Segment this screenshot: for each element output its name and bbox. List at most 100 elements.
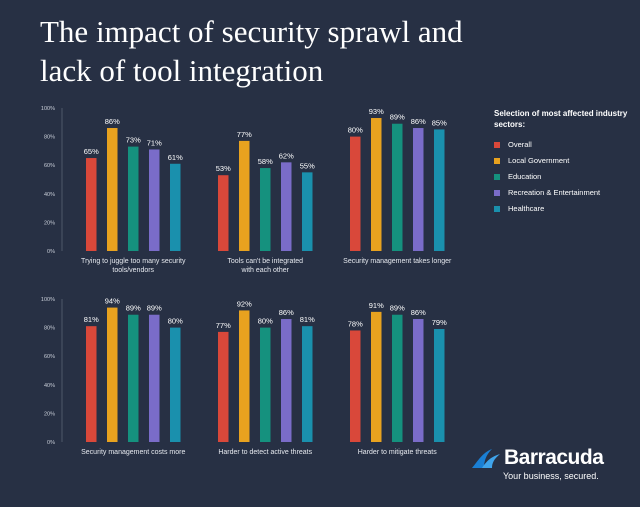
brand-name: Barracuda bbox=[504, 446, 604, 469]
bar bbox=[281, 162, 292, 251]
bar-value-label: 91% bbox=[369, 301, 384, 310]
legend-label: Healthcare bbox=[508, 204, 545, 213]
bar bbox=[392, 314, 403, 442]
bar-value-label: 94% bbox=[105, 297, 120, 306]
bar bbox=[434, 129, 445, 251]
category-label: Trying to juggle too many security bbox=[81, 258, 186, 265]
bar-value-label: 89% bbox=[147, 304, 162, 313]
bar-value-label: 86% bbox=[105, 117, 120, 126]
legend-swatch bbox=[494, 141, 500, 148]
bar bbox=[128, 146, 139, 251]
category-label: Security management takes longer bbox=[343, 258, 452, 265]
category-label: Harder to mitigate threats bbox=[358, 449, 437, 456]
legend-item-healthcare: Healthcare bbox=[494, 203, 634, 214]
bar-value-label: 61% bbox=[168, 153, 183, 162]
bar bbox=[170, 327, 181, 442]
bar-value-label: 65% bbox=[84, 147, 99, 156]
bar-value-label: 85% bbox=[432, 118, 447, 127]
legend-label: Education bbox=[508, 172, 542, 181]
barracuda-wave-icon bbox=[472, 449, 500, 468]
bar-value-label: 77% bbox=[237, 130, 252, 139]
bar-value-label: 93% bbox=[369, 107, 384, 116]
bar bbox=[260, 327, 271, 442]
chart-title-line-1: The impact of security sprawl and bbox=[40, 14, 463, 49]
legend-item-overall: Overall bbox=[494, 139, 634, 150]
y-tick-label: 80% bbox=[44, 135, 55, 141]
bar-value-label: 86% bbox=[411, 117, 426, 126]
legend-swatch bbox=[494, 173, 500, 180]
bar bbox=[392, 123, 403, 251]
legend-label: Overall bbox=[508, 140, 532, 149]
bar-value-label: 80% bbox=[258, 317, 273, 326]
bar bbox=[170, 163, 181, 251]
bar bbox=[128, 314, 139, 442]
chart-title: The impact of security sprawl and lack o… bbox=[40, 12, 600, 90]
category-label: tools/vendors bbox=[112, 267, 154, 274]
bar-value-label: 80% bbox=[168, 317, 183, 326]
y-tick-label: 80% bbox=[44, 326, 55, 332]
bar-value-label: 58% bbox=[258, 157, 273, 166]
bar bbox=[260, 168, 271, 251]
bar bbox=[371, 118, 382, 251]
chart-title-line-2: lack of tool integration bbox=[40, 53, 324, 88]
bar bbox=[350, 330, 361, 442]
category-label: Tools can't be integrated bbox=[227, 258, 303, 265]
bar-value-label: 55% bbox=[300, 161, 315, 170]
bar bbox=[413, 319, 424, 442]
y-tick-label: 0% bbox=[47, 440, 55, 446]
bar bbox=[302, 326, 313, 442]
y-tick-label: 20% bbox=[44, 411, 55, 417]
legend-item-education: Education bbox=[494, 171, 634, 182]
category-label: Harder to detect active threats bbox=[218, 449, 312, 456]
brand-logo: Barracuda Your business, secured. bbox=[470, 446, 630, 481]
category-label: Security management costs more bbox=[81, 449, 185, 456]
legend-title: Selection of most affected industry sect… bbox=[494, 109, 628, 129]
bar-value-label: 86% bbox=[279, 308, 294, 317]
legend-swatch bbox=[494, 189, 500, 196]
bar bbox=[86, 158, 97, 251]
legend-label: Local Government bbox=[508, 156, 570, 165]
bar bbox=[239, 140, 250, 251]
legend-label: Recreation & Entertainment bbox=[508, 188, 601, 197]
legend: Selection of most affected industry sect… bbox=[494, 108, 634, 219]
bar bbox=[218, 331, 229, 442]
bar bbox=[413, 128, 424, 251]
bar-value-label: 89% bbox=[390, 304, 405, 313]
bar bbox=[107, 307, 118, 442]
y-tick-label: 40% bbox=[44, 192, 55, 198]
bar bbox=[218, 175, 229, 251]
legend-swatch bbox=[494, 157, 500, 164]
bar bbox=[302, 172, 313, 251]
bar bbox=[86, 326, 97, 442]
bar-value-label: 86% bbox=[411, 308, 426, 317]
y-tick-label: 100% bbox=[41, 106, 55, 112]
legend-item-local-government: Local Government bbox=[494, 155, 634, 166]
bar-value-label: 81% bbox=[84, 315, 99, 324]
bar-value-label: 89% bbox=[390, 113, 405, 122]
bar bbox=[149, 314, 160, 442]
y-tick-label: 0% bbox=[47, 249, 55, 255]
bar-value-label: 92% bbox=[237, 299, 252, 308]
bar-value-label: 80% bbox=[348, 126, 363, 135]
bar bbox=[350, 136, 361, 251]
bar bbox=[149, 149, 160, 251]
bar-value-label: 81% bbox=[300, 315, 315, 324]
bar-value-label: 78% bbox=[348, 319, 363, 328]
bar-value-label: 73% bbox=[126, 136, 141, 145]
bar bbox=[239, 310, 250, 442]
bar-value-label: 77% bbox=[216, 321, 231, 330]
bar-value-label: 79% bbox=[432, 318, 447, 327]
bar bbox=[371, 311, 382, 442]
y-tick-label: 60% bbox=[44, 163, 55, 169]
bar bbox=[434, 329, 445, 442]
legend-item-recreation-entertainment: Recreation & Entertainment bbox=[494, 187, 634, 198]
bar-value-label: 71% bbox=[147, 138, 162, 147]
y-tick-label: 60% bbox=[44, 354, 55, 360]
bar-value-label: 89% bbox=[126, 304, 141, 313]
y-tick-label: 20% bbox=[44, 220, 55, 226]
brand-tagline: Your business, secured. bbox=[503, 471, 599, 481]
legend-swatch bbox=[494, 205, 500, 212]
category-label: with each other bbox=[241, 267, 290, 274]
y-tick-label: 100% bbox=[41, 297, 55, 303]
